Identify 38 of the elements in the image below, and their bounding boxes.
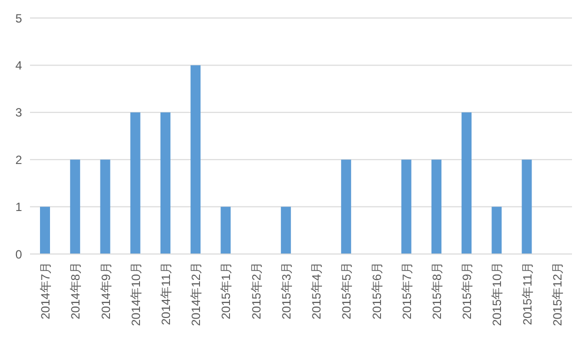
x-tick-label: 2014年11月	[159, 262, 174, 326]
x-tick-label: 2015年11月	[520, 262, 534, 326]
x-tick-label: 2015年12月	[550, 262, 564, 326]
bar	[341, 160, 352, 254]
x-tick-label: 2015年8月	[430, 262, 444, 320]
y-tick-label: 5	[15, 11, 22, 26]
bar	[40, 206, 50, 254]
x-tick-label: 2014年9月	[98, 262, 113, 320]
x-tick-label: 2015年1月	[219, 262, 234, 320]
y-tick-label: 4	[15, 58, 22, 72]
bar	[130, 112, 140, 254]
bar	[280, 206, 291, 254]
y-tick-label: 1	[15, 200, 22, 214]
bar	[462, 112, 472, 254]
bar	[431, 160, 442, 254]
x-tick-label: 2014年8月	[68, 262, 83, 320]
x-tick-label: 2015年2月	[249, 262, 264, 320]
bar	[100, 160, 110, 254]
x-tick-label: 2015年5月	[340, 262, 354, 320]
bar	[160, 112, 170, 254]
x-tick-label: 2015年4月	[310, 262, 324, 320]
bar	[522, 160, 532, 254]
bar	[220, 206, 231, 254]
x-tick-label: 2014年10月	[128, 262, 143, 326]
x-tick-label: 2015年6月	[370, 262, 384, 320]
x-tick-label: 2015年3月	[279, 262, 294, 320]
bar	[492, 206, 502, 254]
bar	[401, 160, 412, 254]
bar	[190, 65, 201, 254]
y-tick-label: 3	[15, 106, 22, 120]
y-tick-label: 0	[15, 247, 22, 262]
x-tick-label: 2015年10月	[490, 262, 504, 326]
x-tick-label: 2014年7月	[38, 262, 53, 320]
bar	[70, 160, 80, 254]
x-tick-label: 2015年9月	[460, 262, 474, 320]
x-tick-label: 2015年7月	[400, 262, 414, 320]
x-tick-label: 2014年12月	[189, 262, 204, 326]
y-tick-label: 2	[15, 152, 22, 167]
